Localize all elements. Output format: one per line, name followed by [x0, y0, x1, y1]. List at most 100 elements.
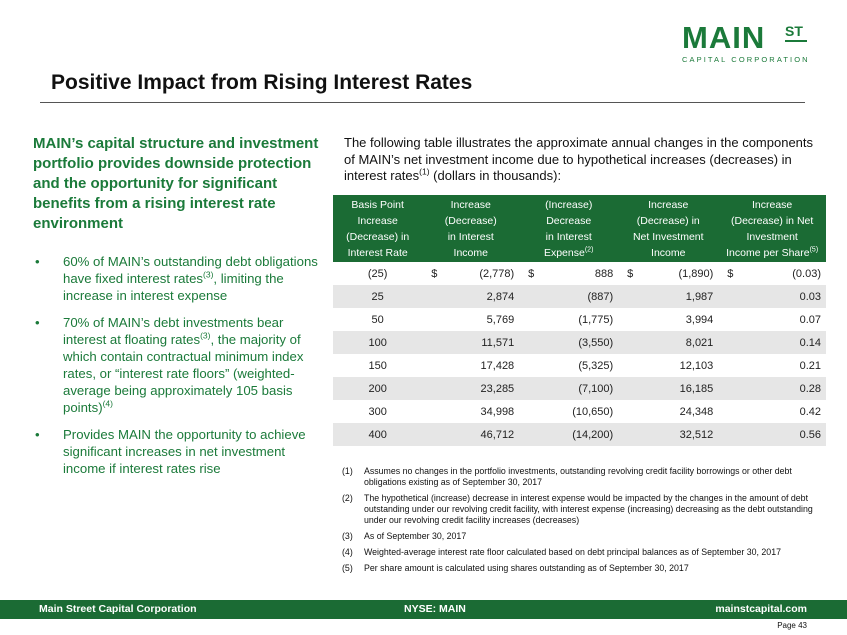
table-row: 150 17,428 (5,325) 12,103 0.21 — [333, 354, 826, 377]
cell-basis-point: 200 — [333, 377, 423, 400]
footnote-text: Assumes no changes in the portfolio inve… — [364, 466, 792, 487]
cell-currency: $ — [528, 267, 535, 280]
cell-currency — [519, 423, 535, 446]
cell-per-share: (0.03) — [792, 267, 821, 280]
table-row: (25) $ (2,778) $888 $ (1,890) $ (0.03) — [333, 262, 826, 285]
cell-currency — [618, 377, 634, 400]
bullet-text: , the majority of which contain contract… — [63, 332, 304, 415]
cell-interest-income: 2,874 — [437, 285, 520, 308]
cell-per-share: 0.28 — [733, 377, 826, 400]
cell-per-share: 0.14 — [733, 331, 826, 354]
bullet-item: • 60% of MAIN’s outstanding debt obligati… — [33, 253, 323, 304]
cell-interest-expense: (5,325) — [578, 359, 614, 372]
footnote-number: (3) — [342, 531, 353, 541]
cell-currency — [618, 354, 633, 377]
cell-currency — [618, 423, 634, 446]
bullet-dot: • — [35, 315, 40, 330]
header-interest-income: Increase (Decrease) in Interest Income — [422, 195, 520, 262]
footnote-ref: (3) — [203, 269, 214, 280]
footnote: (3) As of September 30, 2017 — [342, 531, 824, 542]
cell-per-share: 0.03 — [733, 285, 826, 308]
cell-currency — [718, 354, 733, 377]
header-net-investment-income: Increase (Decrease) in Net Investment Incom… — [618, 195, 719, 262]
bullet-text: Provides MAIN the opportunity to achieve… — [63, 427, 306, 476]
cell-net-investment-income: 3,994 — [685, 313, 714, 326]
cell-currency — [519, 354, 534, 377]
cell-currency: $ — [627, 267, 634, 280]
cell-interest-expense: (887) — [534, 285, 619, 308]
left-column: MAIN’s capital structure and investment … — [33, 134, 323, 487]
bullet-dot: • — [35, 254, 40, 269]
cell-per-share: 0.21 — [799, 359, 821, 372]
cell-interest-expense: (1,775) — [578, 313, 614, 326]
slide-title: Positive Impact from Rising Interest Rat… — [51, 71, 473, 94]
table-row: 25 2,874 (887) 1,987 0.03 — [333, 285, 826, 308]
cell-interest-expense: 888 — [594, 267, 614, 280]
footnote-number: (1) — [342, 466, 353, 476]
lead-statement: MAIN’s capital structure and investment … — [33, 135, 319, 232]
cell-currency — [422, 377, 438, 400]
bullet-item: • 70% of MAIN’s debt investments bear int… — [33, 314, 323, 416]
footer-website: mainstcapital.com — [715, 603, 807, 615]
logo-st: ST — [785, 23, 803, 39]
bullet-text: , limiting the increase in interest expe… — [63, 271, 284, 303]
cell-currency — [718, 423, 734, 446]
cell-net-investment-income: (1,890) — [678, 267, 714, 280]
cell-interest-income: (2,778) — [479, 267, 515, 280]
footnote-text: Weighted-average interest rate floor cal… — [364, 547, 781, 557]
cell-currency — [422, 400, 437, 423]
header-basis-point: Basis Point Increase (Decrease) in Interest… — [333, 195, 423, 262]
cell-basis-point: 400 — [333, 423, 423, 446]
cell-currency — [718, 308, 733, 331]
bullet-item: • Provides MAIN the opportunity to achiev… — [33, 426, 323, 477]
cell-net-investment-income: 8,021 — [633, 331, 719, 354]
cell-interest-expense: (7,100) — [534, 377, 619, 400]
cell-currency — [422, 354, 437, 377]
footnote-text: Per share amount is calculated using sha… — [364, 563, 689, 573]
cell-currency: $ — [727, 267, 734, 280]
footnote: (5) Per share amount is calculated using … — [342, 563, 824, 574]
table-intro: The following table illustrates the appr… — [344, 135, 814, 185]
cell-currency — [718, 400, 733, 423]
cell-currency — [618, 400, 633, 423]
cell-interest-expense: (14,200) — [534, 423, 619, 446]
footnote-number: (5) — [342, 563, 353, 573]
cell-currency: $ — [431, 267, 438, 280]
footnote-text: As of September 30, 2017 — [364, 531, 467, 541]
bullet-list: • 60% of MAIN’s outstanding debt obligati… — [33, 253, 323, 477]
footnote: (2) The hypothetical (increase) decrease … — [342, 493, 824, 526]
cell-net-investment-income: 24,348 — [679, 405, 714, 418]
footnote-ref: (3) — [200, 330, 211, 341]
cell-currency — [618, 285, 634, 308]
title-divider — [40, 102, 805, 103]
header-per-share: Increase (Decrease) in Net Investment Incom… — [718, 195, 826, 262]
cell-currency — [422, 308, 437, 331]
cell-interest-expense: (10,650) — [572, 405, 614, 418]
cell-interest-income: 11,571 — [437, 331, 520, 354]
cell-basis-point: 50 — [371, 313, 384, 326]
footnote-number: (4) — [342, 547, 353, 557]
cell-currency — [519, 285, 535, 308]
footnote-ref: (1) — [419, 166, 430, 177]
footnotes: (1) Assumes no changes in the portfolio i… — [342, 466, 824, 579]
cell-currency — [422, 285, 438, 308]
table-header-row: Basis Point Increase (Decrease) in Interest… — [333, 195, 826, 262]
interest-rate-sensitivity-table: Basis Point Increase (Decrease) in Interest… — [333, 195, 826, 446]
cell-currency — [718, 331, 734, 354]
cell-basis-point: (25) — [367, 267, 388, 280]
bullet-text: 60% of MAIN’s outstanding debt obligatio… — [63, 254, 318, 286]
page-number: Page 43 — [777, 621, 807, 630]
footer-bar: Main Street Capital Corporation NYSE: MA… — [0, 600, 847, 619]
cell-basis-point: 25 — [333, 285, 423, 308]
footer-company: Main Street Capital Corporation — [39, 603, 197, 615]
cell-interest-income: 5,769 — [486, 313, 515, 326]
cell-interest-expense: (3,550) — [534, 331, 619, 354]
cell-currency — [618, 308, 633, 331]
cell-net-investment-income: 32,512 — [633, 423, 719, 446]
cell-interest-income: 17,428 — [480, 359, 515, 372]
cell-net-investment-income: 16,185 — [633, 377, 719, 400]
cell-currency — [618, 331, 634, 354]
cell-basis-point: 100 — [333, 331, 423, 354]
footnote-text: The hypothetical (increase) decrease in … — [364, 493, 813, 525]
cell-interest-income: 46,712 — [437, 423, 520, 446]
